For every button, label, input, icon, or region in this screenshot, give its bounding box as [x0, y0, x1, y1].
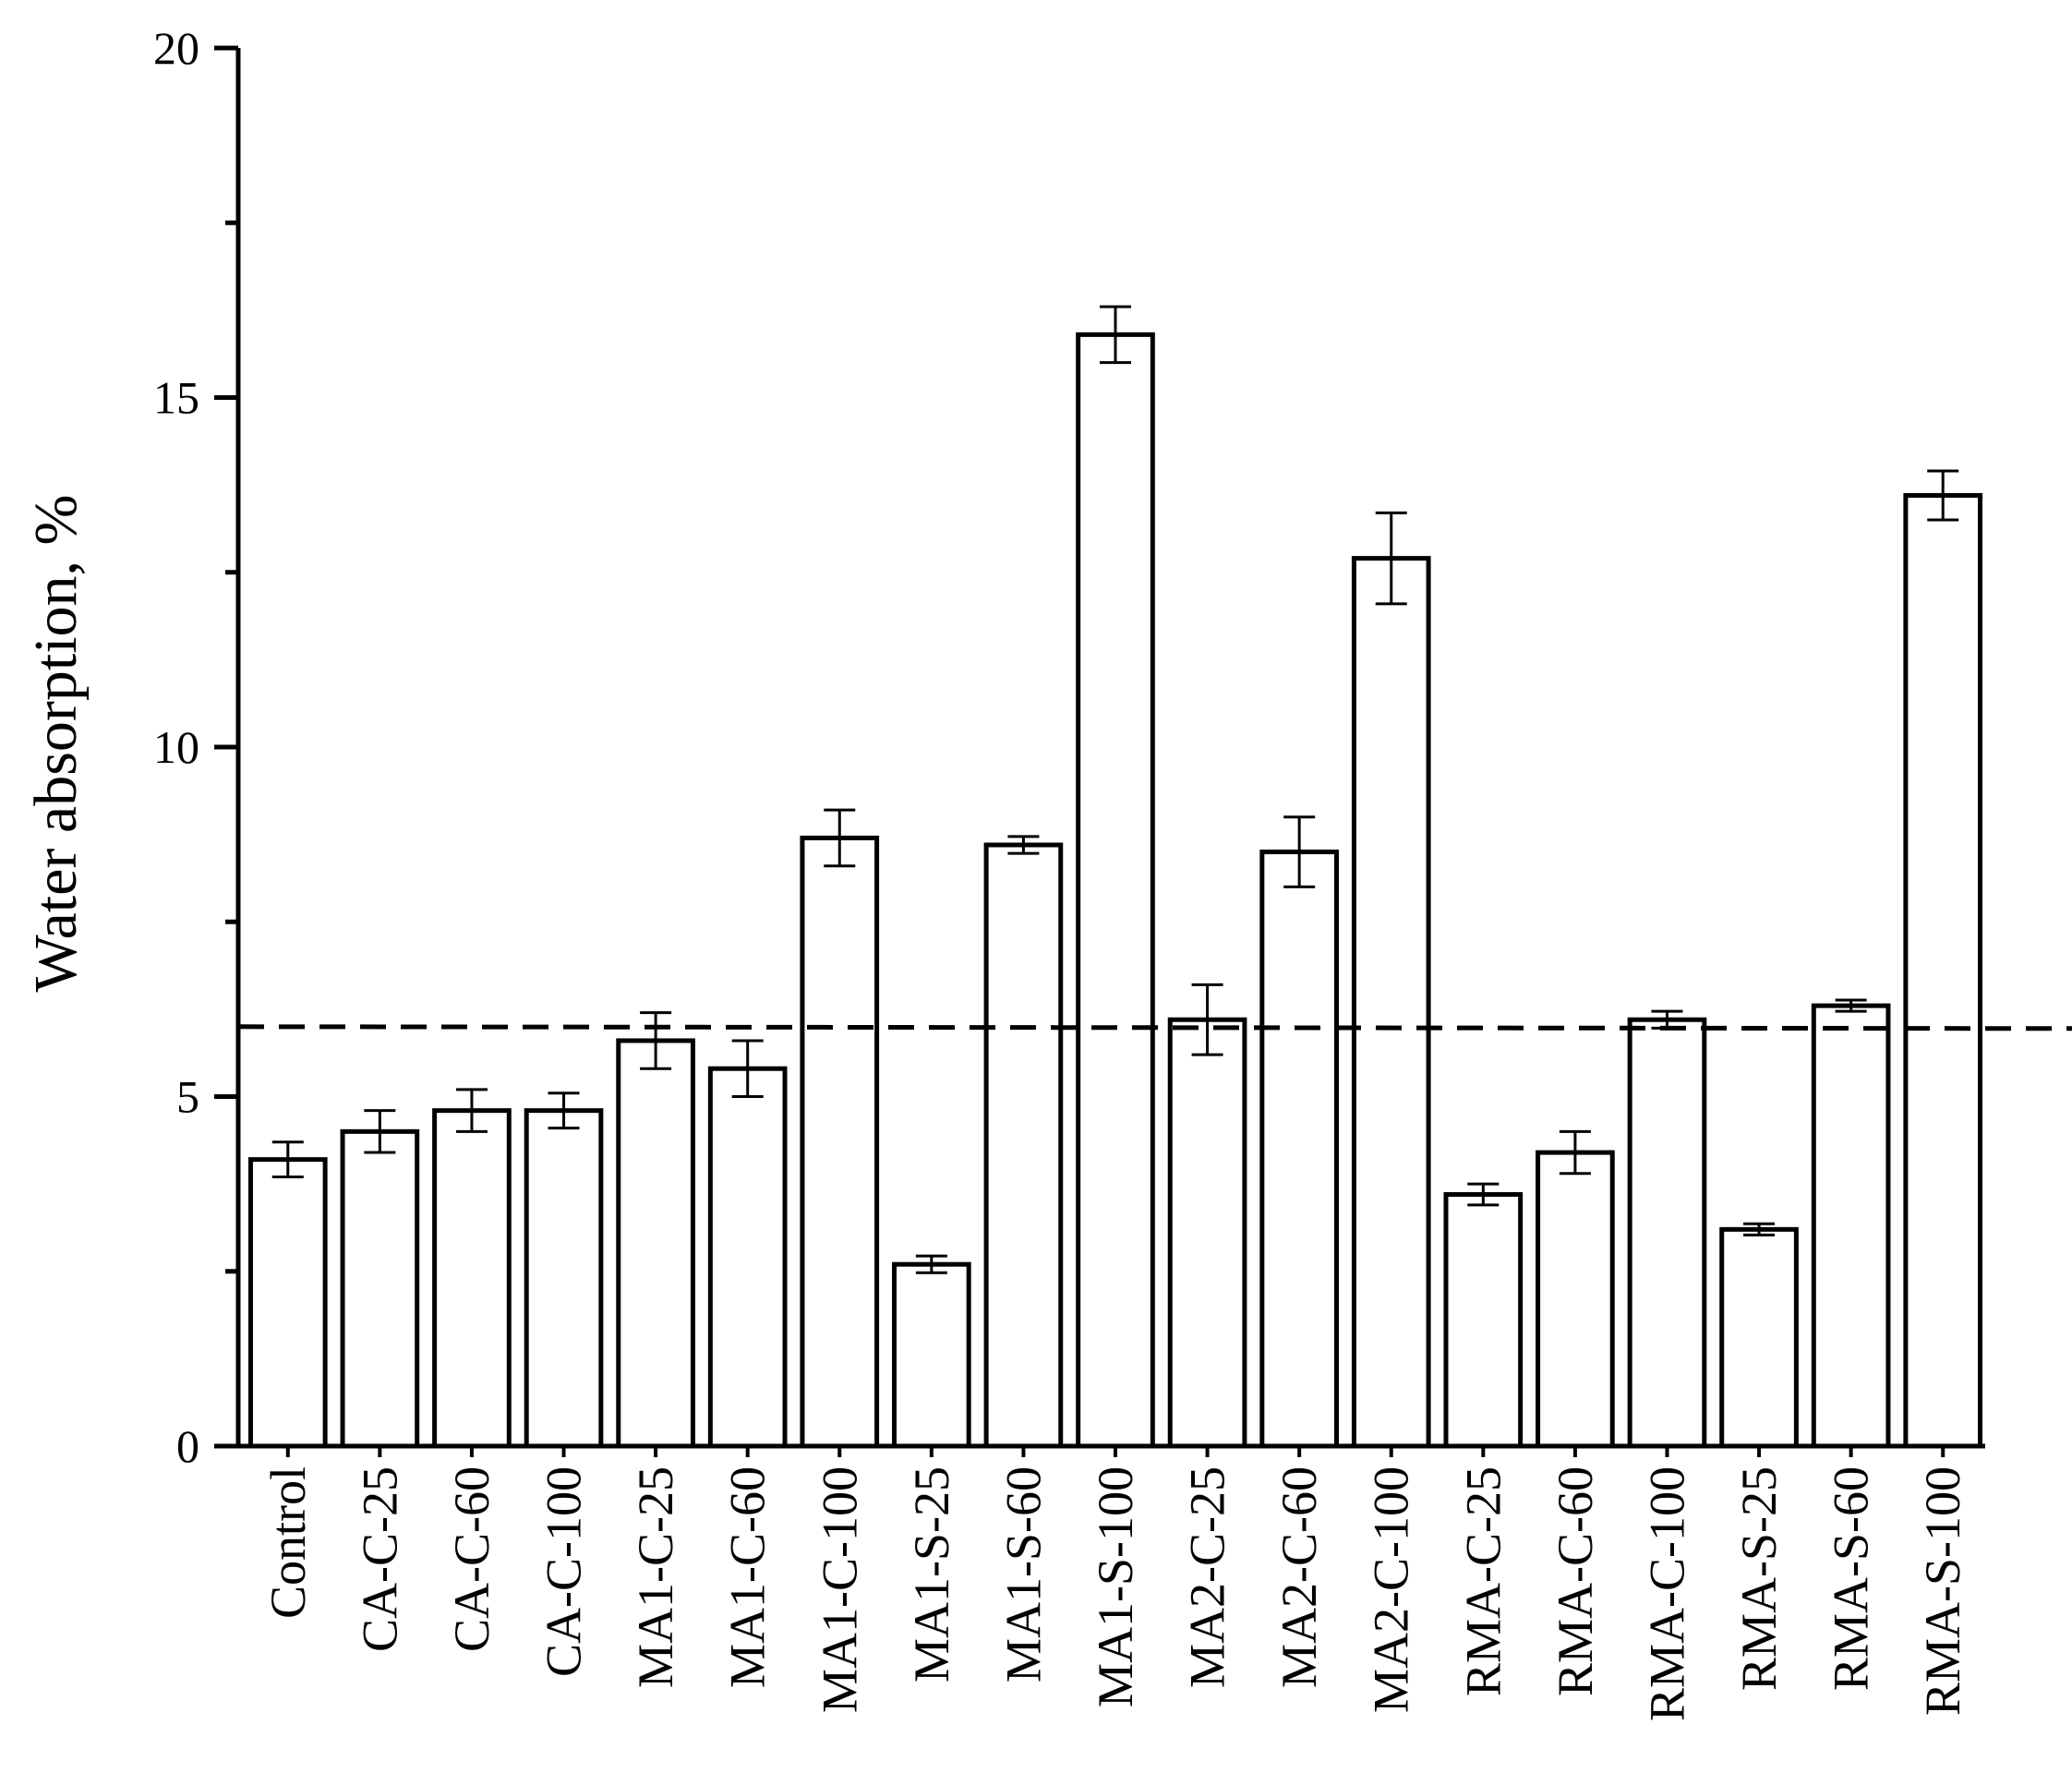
x-tick-label: RMA-C-100: [1639, 1466, 1694, 1721]
error-bar: [1191, 983, 1223, 1056]
y-tick-label: 10: [153, 721, 199, 773]
error-bar: [824, 808, 856, 868]
error-bar: [1100, 305, 1131, 365]
bar: [1167, 1017, 1247, 1449]
error-bar: [1559, 1129, 1591, 1176]
bar: [1719, 1226, 1799, 1449]
x-tick-label: MA1-S-25: [904, 1466, 959, 1683]
reference-line: [237, 1024, 2072, 1031]
error-bars-group: [271, 305, 1959, 1274]
x-tick-label: CA-C-25: [352, 1466, 407, 1652]
error-bar: [1007, 835, 1040, 855]
y-tick-label: 15: [153, 372, 199, 424]
error-bar: [1283, 815, 1316, 888]
x-tick-label: MA1-S-60: [995, 1466, 1051, 1683]
x-tick-label: RMA-S-25: [1731, 1466, 1787, 1691]
x-tick-label: CA-C-60: [444, 1466, 500, 1652]
x-tick-label: MA1-C-25: [628, 1466, 683, 1688]
error-bar: [548, 1092, 580, 1130]
bar: [1536, 1150, 1615, 1449]
bar: [1443, 1191, 1524, 1449]
x-tick-label: RMA-S-100: [1915, 1466, 1970, 1716]
y-axis-title: Water absorption, %: [22, 494, 90, 992]
bar: [1811, 1003, 1891, 1449]
y-tick-label: 20: [153, 22, 199, 74]
x-tick-label: CA-C-100: [536, 1466, 592, 1677]
x-tick-label: Control: [260, 1466, 316, 1619]
bar: [707, 1066, 788, 1449]
bar: [983, 842, 1064, 1449]
x-tick-label: RMA-S-60: [1824, 1466, 1879, 1691]
error-bar: [364, 1109, 396, 1154]
bar: [1351, 556, 1431, 1449]
x-tick-label: MA1-S-100: [1088, 1466, 1143, 1707]
bar: [524, 1108, 604, 1449]
error-bar: [1467, 1182, 1500, 1207]
x-tick-label: MA2-C-25: [1180, 1466, 1235, 1688]
bar: [247, 1157, 328, 1449]
x-tick-label: MA2-C-60: [1271, 1466, 1327, 1688]
bars-group: [247, 332, 1983, 1449]
x-tick-label: MA2-C-100: [1364, 1466, 1419, 1713]
x-tick-label: RMA-C-60: [1548, 1466, 1603, 1696]
y-tick-label: 5: [176, 1071, 199, 1123]
x-tick-label: MA1-C-60: [720, 1466, 776, 1688]
error-bar: [1927, 469, 1959, 522]
error-bar: [271, 1140, 304, 1179]
bar: [432, 1108, 512, 1449]
bar: [1903, 492, 1983, 1449]
bar: [1076, 332, 1155, 1449]
bar: [1627, 1017, 1707, 1449]
y-tick-label: 0: [176, 1420, 199, 1472]
x-labels-group: Control CA-C-25 CA-C-60 CA-C-100 MA1-C-25 MA1…: [260, 1446, 1970, 1721]
error-bar: [455, 1088, 488, 1133]
x-tick-label: MA1-C-100: [812, 1466, 867, 1713]
error-bar: [1743, 1222, 1776, 1236]
error-bar: [640, 1011, 672, 1070]
error-bar: [1835, 998, 1867, 1013]
bar: [1259, 850, 1339, 1449]
bar: [892, 1261, 971, 1449]
error-bar: [915, 1254, 947, 1274]
error-bar: [731, 1039, 764, 1098]
error-bar: [1375, 511, 1407, 606]
x-tick-label: RMA-C-25: [1455, 1466, 1511, 1696]
y-ticks-group: 0 5 10 15 20: [153, 22, 238, 1472]
bar: [800, 835, 880, 1449]
bar: [616, 1038, 695, 1449]
bar: [340, 1128, 420, 1449]
